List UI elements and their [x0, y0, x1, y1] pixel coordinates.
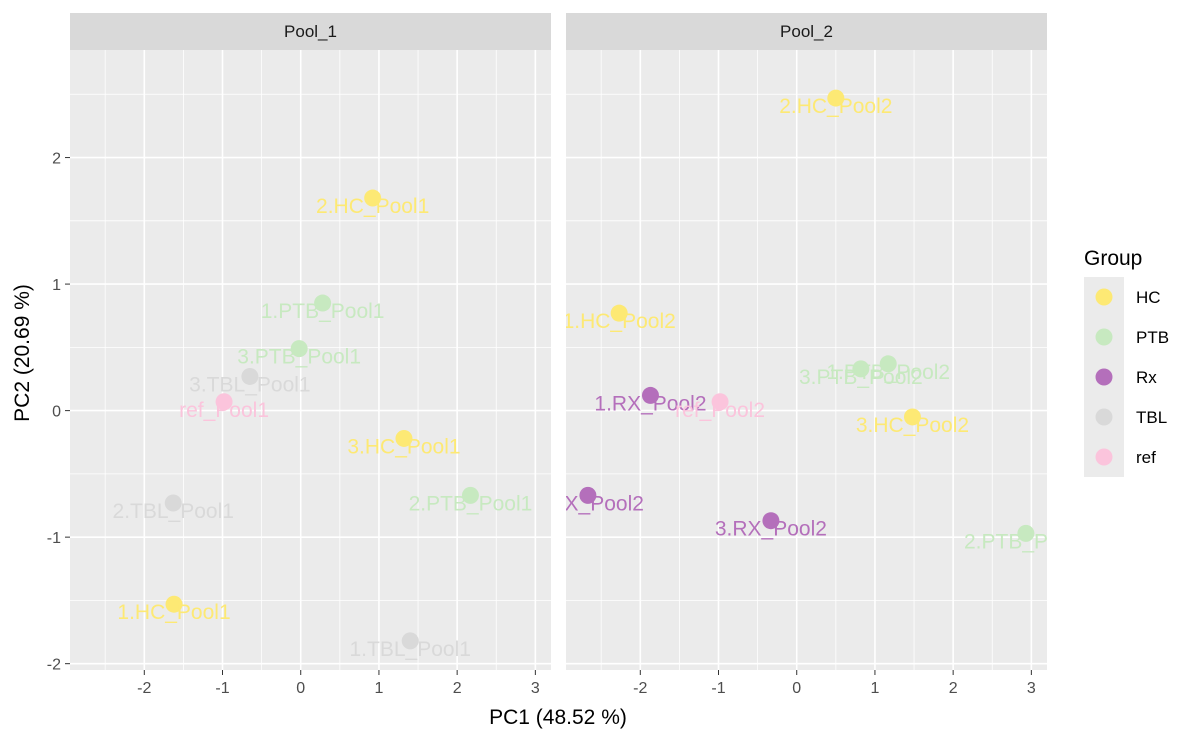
panels-layer: Pool_1 -2 -1 0 1 2 3 -2 -1 0 1 2 2.HC_Pool1 1.PTB_Poo… [47, 13, 1088, 697]
point-label: 2.PTB_Pool1 [409, 492, 533, 515]
data-point-ref-pool2 [711, 393, 729, 411]
point-label: 2.TBL_Pool1 [113, 500, 234, 523]
point-label: ref_Pool2 [675, 399, 765, 422]
point-label: 1.PTB_Pool2 [826, 361, 950, 384]
point-label: 2.HC_Pool2 [779, 95, 892, 118]
y-tick-label: -2 [47, 657, 61, 674]
x-tick-label: 1 [374, 680, 383, 697]
legend-swatch [1095, 328, 1113, 346]
point-label: 1.TBL_Pool1 [350, 638, 471, 661]
facet-strip-label: Pool_1 [284, 22, 337, 41]
x-tick-label: -1 [215, 680, 229, 697]
data-point-1-hc-pool2 [610, 304, 628, 322]
x-tick-label: 2 [453, 680, 462, 697]
legend-items: HC PTB Rx TBL ref [1084, 277, 1169, 477]
data-layer: 2.HC_Pool1 1.PTB_Pool1 3.PTB_Pool1 3.TBL_Po… [113, 189, 533, 661]
facet-strip [566, 13, 1047, 50]
legend-swatch [1095, 448, 1113, 466]
legend-item-rx: Rx [1084, 357, 1157, 397]
point-label: 2.PTB_Pool2 [964, 530, 1088, 553]
data-point-2-ptb-pool1 [461, 486, 479, 504]
panel-background [70, 50, 551, 670]
point-label: 3.PTB_Pool1 [237, 346, 361, 369]
legend: Group HC PTB Rx TBL ref [1084, 247, 1169, 477]
data-point-3-hc-pool1 [395, 429, 413, 447]
data-point-ref-pool1 [215, 393, 233, 411]
x-tick-label: -1 [711, 680, 725, 697]
x-tick-label: -2 [633, 680, 647, 697]
data-layer: 2.HC_Pool2 1.HC_Pool2 1.PTB_Pool23.PTB_Poo… [532, 89, 1088, 553]
legend-item-hc: HC [1084, 277, 1161, 317]
point-label: 3.HC_Pool2 [856, 414, 969, 437]
facet-strip [70, 13, 551, 50]
data-point-3-hc-pool2 [903, 408, 921, 426]
legend-swatch [1095, 408, 1113, 426]
legend-item-ref: ref [1084, 437, 1156, 477]
data-point-1-ptb-pool2 [879, 355, 897, 373]
point-label: 1.HC_Pool2 [563, 310, 676, 333]
legend-swatch [1095, 288, 1113, 306]
data-point-2-hc-pool1 [364, 189, 382, 207]
data-point-3-rx-pool2 [762, 512, 780, 530]
x-tick-label: 3 [1027, 680, 1036, 697]
y-tick-label: 1 [52, 277, 61, 294]
y-axis-title: PC2 (20.69 %) [11, 284, 34, 422]
x-tick-label: 2 [949, 680, 958, 697]
facet-strip-label: Pool_2 [780, 22, 833, 41]
point-label: 1.HC_Pool1 [117, 601, 230, 624]
legend-label: TBL [1136, 408, 1167, 427]
point-label: 3.HC_Pool1 [347, 435, 460, 458]
legend-item-tbl: TBL [1084, 397, 1167, 437]
x-tick-label: 1 [870, 680, 879, 697]
point-label: 3.TBL_Pool1 [189, 373, 310, 396]
x-axis-title: PC1 (48.52 %) [489, 706, 627, 729]
legend-label: Rx [1136, 368, 1157, 387]
data-point-3-ptb-pool1 [290, 340, 308, 358]
facet-panel-2: Pool_2 -2 -1 0 1 2 3 2.HC_Pool2 1.HC_Pool2 1.PTB_… [532, 13, 1088, 697]
y-tick-label: 2 [52, 151, 61, 168]
data-point-2-hc-pool2 [827, 89, 845, 107]
data-point-1-rx-pool2 [641, 386, 659, 404]
x-tick-label: 3 [531, 680, 540, 697]
point-label: 1.RX_Pool2 [594, 392, 706, 415]
point-label: ref_Pool1 [179, 399, 269, 422]
legend-label: PTB [1136, 328, 1169, 347]
panel-background [566, 50, 1047, 670]
point-label: 2.HC_Pool1 [316, 195, 429, 218]
legend-swatch [1095, 368, 1113, 386]
data-point-1-tbl-pool1 [401, 632, 419, 650]
point-label: 3.RX_Pool2 [715, 518, 827, 541]
legend-item-ptb: PTB [1084, 317, 1169, 357]
legend-label: ref [1136, 448, 1156, 467]
data-point-1-hc-pool1 [165, 595, 183, 613]
x-tick-label: 0 [792, 680, 801, 697]
legend-title: Group [1084, 247, 1142, 270]
y-tick-label: 0 [52, 404, 61, 421]
point-label: 3.PTB_Pool2 [799, 366, 923, 389]
data-point-2-ptb-pool2 [1017, 524, 1035, 542]
data-point-3-ptb-pool2 [852, 360, 870, 378]
data-point-2-rx-pool2 [579, 486, 597, 504]
point-label: 1.PTB_Pool1 [261, 300, 385, 323]
point-label: 2.RX_Pool2 [532, 492, 644, 515]
x-tick-label: -2 [137, 680, 151, 697]
x-tick-label: 0 [296, 680, 305, 697]
facet-panel-1: Pool_1 -2 -1 0 1 2 3 -2 -1 0 1 2 2.HC_Pool1 1.PTB_Poo… [47, 13, 551, 697]
data-point-2-tbl-pool1 [164, 494, 182, 512]
data-point-1-ptb-pool1 [314, 294, 332, 312]
data-point-3-tbl-pool1 [241, 367, 259, 385]
y-tick-label: -1 [47, 530, 61, 547]
legend-label: HC [1136, 288, 1161, 307]
